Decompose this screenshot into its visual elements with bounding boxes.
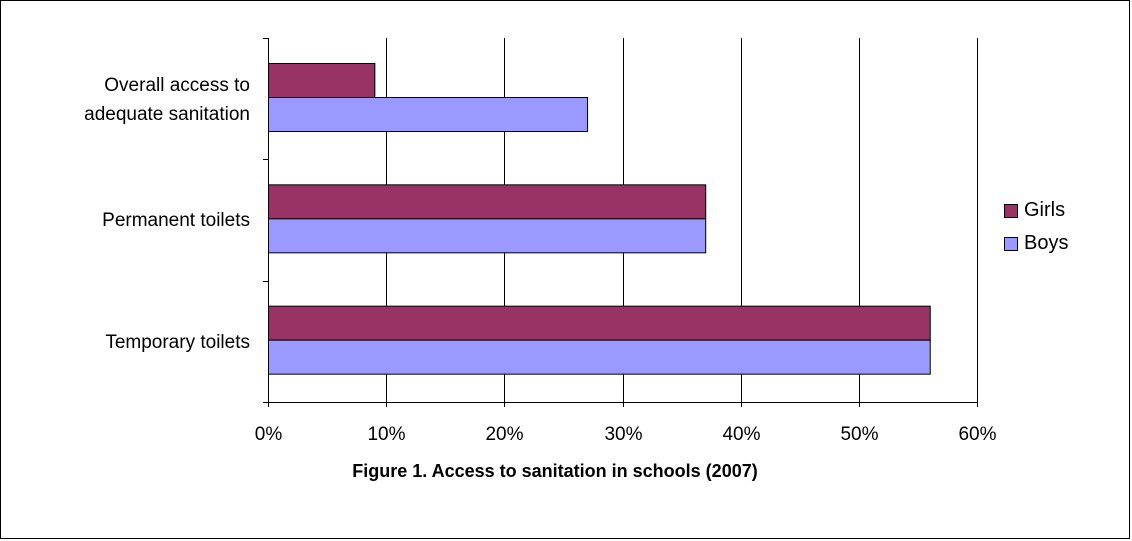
bar-boys-1 [268,218,707,254]
legend-label-boys: Boys [1024,232,1069,254]
legend-item-girls: Girls [1004,194,1068,227]
figure-caption: Figure 1. Access to sanitation in school… [352,461,758,481]
legend: Girls Boys [1004,194,1068,260]
x-tick-label-40: 40% [722,424,760,445]
legend-swatch-girls [1004,203,1018,218]
category-label-temporary: Temporary toilets [10,328,250,357]
category-label-permanent-line-1: Permanent toilets [102,210,250,231]
category-label-overall: Overall access to adequate sanitation [10,71,250,129]
x-tick-label-60: 60% [958,424,996,445]
legend-item-boys: Boys [1004,227,1068,260]
bars [268,63,931,375]
bar-boys-2 [268,339,931,375]
legend-swatch-boys [1004,236,1018,251]
x-tick-labels: 0% 10% 20% 30% 40% 50% 60% [255,424,997,445]
bar-girls-1 [268,184,707,220]
category-label-temporary-line-1: Temporary toilets [105,332,250,353]
axes [263,38,978,407]
x-tick-label-10: 10% [367,424,405,445]
category-label-overall-line-1: Overall access to [104,75,250,96]
x-tick-label-50: 50% [840,424,878,445]
bar-girls-2 [268,305,931,341]
bar-boys-0 [268,97,589,132]
category-label-permanent: Permanent toilets [10,206,250,235]
category-label-overall-line-2: adequate sanitation [84,104,250,125]
x-tick-label-0: 0% [255,424,283,445]
legend-label-girls: Girls [1024,199,1066,221]
x-tick-label-30: 30% [604,424,642,445]
bar-girls-0 [268,63,376,98]
x-tick-label-20: 20% [485,424,523,445]
